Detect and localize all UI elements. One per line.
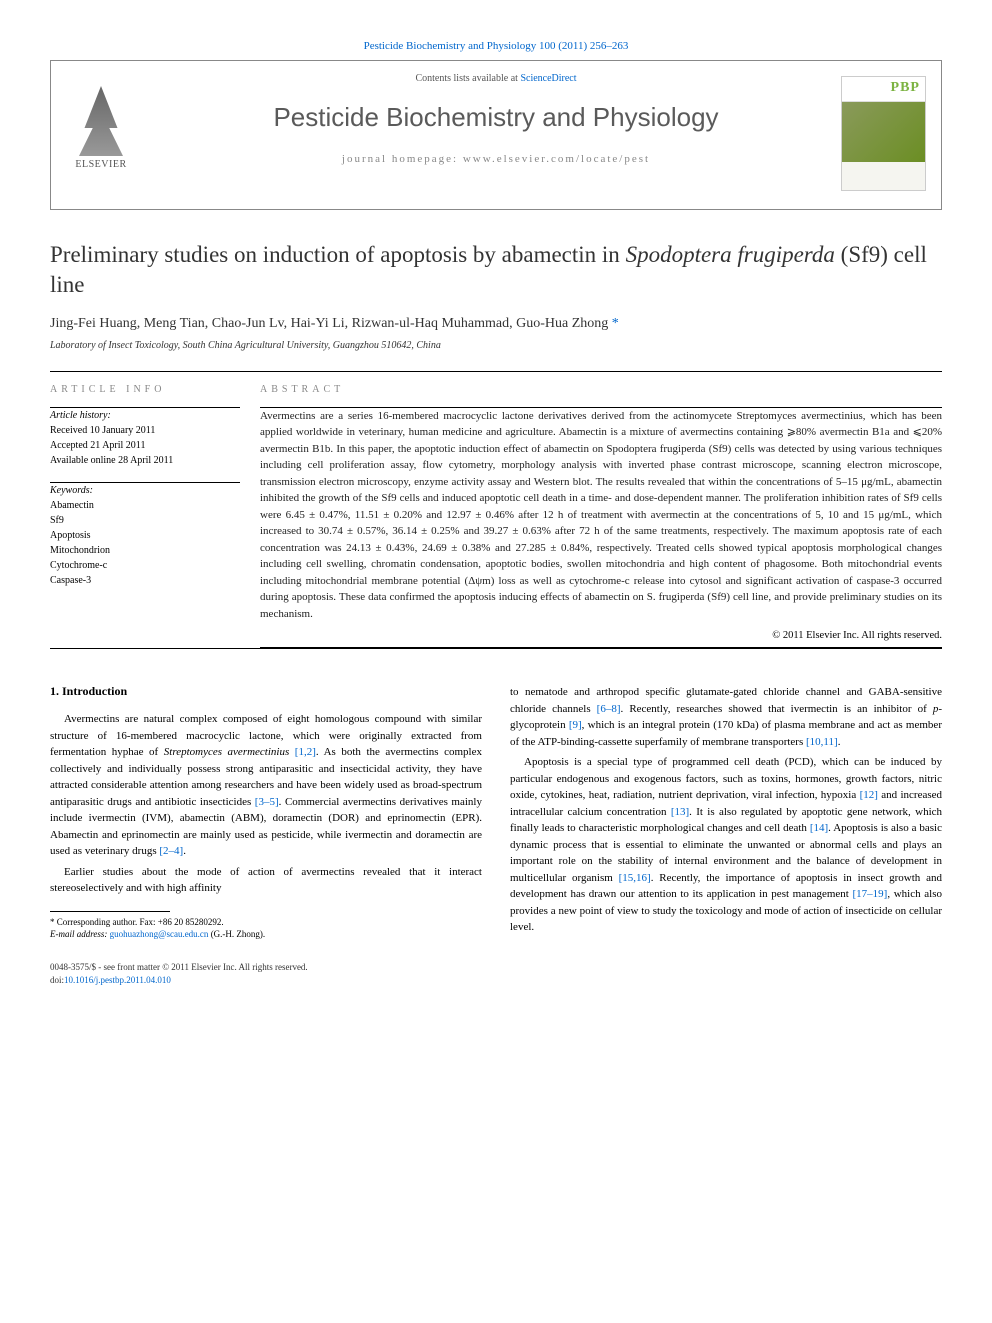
issn-line: 0048-3575/$ - see front matter © 2011 El…	[50, 961, 942, 974]
homepage-label: journal homepage:	[342, 153, 458, 165]
intro-paragraph: Earlier studies about the mode of action…	[50, 864, 482, 897]
journal-title: Pesticide Biochemistry and Physiology	[171, 102, 821, 133]
journal-header: ELSEVIER Contents lists available at Sci…	[50, 60, 942, 210]
cover-image-icon	[842, 102, 925, 162]
article-info-heading: ARTICLE INFO	[50, 384, 240, 395]
corresponding-marker: *	[612, 316, 619, 331]
section-divider	[50, 371, 942, 372]
contents-text: Contents lists available at	[415, 73, 517, 84]
page-footer: 0048-3575/$ - see front matter © 2011 El…	[50, 961, 942, 986]
doi-label: doi:	[50, 975, 64, 985]
sciencedirect-link[interactable]: ScienceDirect	[520, 73, 576, 84]
intro-text: .	[838, 736, 841, 748]
introduction-heading: 1. Introduction	[50, 684, 482, 699]
reference-link[interactable]: [10,11]	[806, 736, 838, 748]
abstract-column: ABSTRACT Avermectins are a series 16-mem…	[260, 384, 942, 649]
footnote-divider	[50, 911, 170, 912]
corresponding-footnote: * Corresponding author. Fax: +86 20 8528…	[50, 916, 482, 929]
abstract-text: Avermectins are a series 16-membered mac…	[260, 408, 942, 623]
reference-link[interactable]: [6–8]	[597, 703, 621, 715]
article-info-column: ARTICLE INFO Article history: Received 1…	[50, 384, 260, 649]
homepage-url[interactable]: www.elsevier.com/locate/pest	[463, 153, 650, 165]
email-label: E-mail address:	[50, 929, 107, 939]
cover-abbrev: PBP	[842, 77, 925, 102]
email-link[interactable]: guohuazhong@scau.edu.cn	[110, 929, 209, 939]
title-species: Spodoptera frugiperda	[626, 242, 835, 267]
intro-paragraph: Avermectins are natural complex composed…	[50, 711, 482, 860]
reference-link[interactable]: [15,16]	[619, 872, 651, 884]
intro-paragraph: Apoptosis is a special type of programme…	[510, 754, 942, 936]
publisher-logo: ELSEVIER	[66, 86, 136, 170]
email-name: (G.-H. Zhong).	[208, 929, 265, 939]
keyword-item: Apoptosis	[50, 528, 240, 543]
citation-link[interactable]: Pesticide Biochemistry and Physiology 10…	[50, 40, 942, 52]
available-date: Available online 28 April 2011	[50, 453, 240, 468]
title-text-pre: Preliminary studies on induction of apop…	[50, 242, 626, 267]
keyword-item: Caspase-3	[50, 573, 240, 588]
elsevier-tree-icon	[74, 86, 129, 156]
author-list: Jing-Fei Huang, Meng Tian, Chao-Jun Lv, …	[50, 316, 942, 332]
reference-link[interactable]: [1,2]	[289, 746, 316, 758]
abstract-end-divider	[260, 647, 942, 648]
reference-link[interactable]: [2–4]	[159, 845, 183, 857]
intro-columns: 1. Introduction Avermectins are natural …	[50, 684, 942, 941]
doi-link[interactable]: 10.1016/j.pestbp.2011.04.010	[64, 975, 171, 985]
keywords-block: Keywords: Abamectin Sf9 Apoptosis Mitoch…	[50, 483, 240, 588]
intro-text: .	[183, 845, 186, 857]
intro-text: . Recently, researches showed that iverm…	[621, 703, 933, 715]
reference-link[interactable]: [12]	[860, 789, 878, 801]
journal-homepage: journal homepage: www.elsevier.com/locat…	[171, 153, 821, 165]
copyright-line: © 2011 Elsevier Inc. All rights reserved…	[260, 630, 942, 641]
section-divider	[50, 648, 942, 649]
reference-link[interactable]: [13]	[671, 806, 689, 818]
keyword-item: Sf9	[50, 513, 240, 528]
history-label: Article history:	[50, 408, 240, 423]
keyword-item: Cytochrome-c	[50, 558, 240, 573]
publisher-name: ELSEVIER	[66, 159, 136, 170]
keywords-label: Keywords:	[50, 483, 240, 498]
abstract-heading: ABSTRACT	[260, 384, 942, 395]
journal-cover-thumbnail: PBP	[841, 76, 926, 191]
affiliation: Laboratory of Insect Toxicology, South C…	[50, 340, 942, 351]
reference-link[interactable]: [14]	[810, 822, 828, 834]
contents-label: Contents lists available at ScienceDirec…	[171, 73, 821, 84]
authors-text: Jing-Fei Huang, Meng Tian, Chao-Jun Lv, …	[50, 316, 608, 331]
keyword-item: Mitochondrion	[50, 543, 240, 558]
received-date: Received 10 January 2011	[50, 423, 240, 438]
intro-species: Streptomyces avermectinius	[164, 746, 290, 758]
article-history: Article history: Received 10 January 201…	[50, 408, 240, 468]
intro-paragraph: to nematode and arthropod specific gluta…	[510, 684, 942, 750]
keyword-item: Abamectin	[50, 498, 240, 513]
reference-link[interactable]: [17–19]	[853, 888, 888, 900]
article-title: Preliminary studies on induction of apop…	[50, 240, 942, 300]
accepted-date: Accepted 21 April 2011	[50, 438, 240, 453]
email-footnote: E-mail address: guohuazhong@scau.edu.cn …	[50, 928, 482, 941]
reference-link[interactable]: [3–5]	[255, 796, 279, 808]
reference-link[interactable]: [9]	[569, 719, 582, 731]
